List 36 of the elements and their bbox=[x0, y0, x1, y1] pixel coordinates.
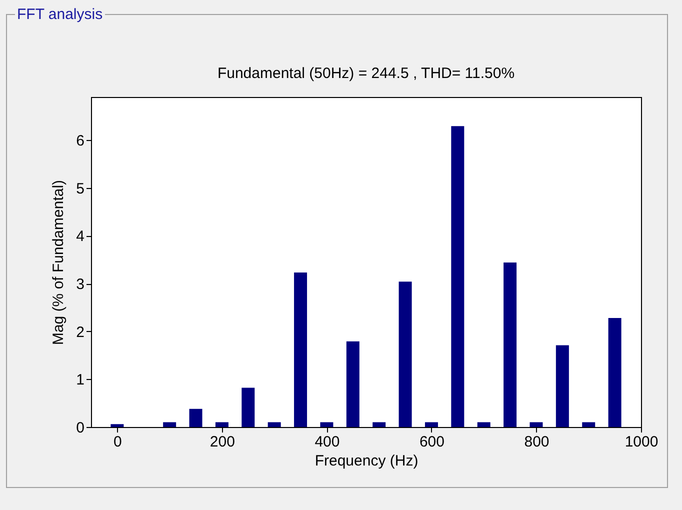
bar bbox=[424, 422, 438, 427]
y-tick-label: 6 bbox=[76, 132, 84, 150]
bar bbox=[268, 422, 281, 427]
x-tick-label: 400 bbox=[314, 434, 340, 450]
bar bbox=[163, 422, 176, 427]
chart-title: FFT analysis bbox=[16, 6, 104, 23]
bar bbox=[110, 424, 124, 427]
x-tick-label: 800 bbox=[524, 434, 550, 450]
bar bbox=[451, 126, 464, 427]
bar bbox=[242, 388, 255, 427]
y-tick-label: 4 bbox=[76, 228, 84, 246]
bar bbox=[608, 318, 622, 427]
y-tick-label: 0 bbox=[76, 420, 84, 436]
x-axis-title: Frequency (Hz) bbox=[314, 452, 418, 470]
x-tick-label: 1000 bbox=[624, 434, 658, 450]
bar bbox=[320, 422, 334, 427]
y-tick-label: 1 bbox=[76, 372, 84, 389]
x-tick-label: 0 bbox=[114, 434, 122, 450]
bar bbox=[530, 422, 543, 427]
x-tick-label: 200 bbox=[210, 434, 235, 450]
bar bbox=[582, 422, 596, 427]
y-tick-label: 3 bbox=[76, 276, 84, 294]
bar bbox=[556, 345, 569, 427]
x-tick-label: 600 bbox=[419, 434, 444, 450]
bar bbox=[504, 262, 517, 427]
bar bbox=[372, 422, 386, 427]
bar bbox=[215, 422, 228, 427]
chart-subtitle: Fundamental (50Hz) = 244.5 , THD= 11.50% bbox=[217, 65, 515, 82]
y-axis-title: Mag (% of Fundamental) bbox=[50, 180, 68, 346]
bar bbox=[346, 341, 360, 427]
bar bbox=[477, 422, 490, 427]
y-tick-label: 2 bbox=[76, 324, 84, 341]
bar bbox=[189, 408, 202, 427]
bar bbox=[398, 282, 412, 427]
y-tick-label: 5 bbox=[76, 180, 84, 198]
bar bbox=[294, 272, 308, 427]
